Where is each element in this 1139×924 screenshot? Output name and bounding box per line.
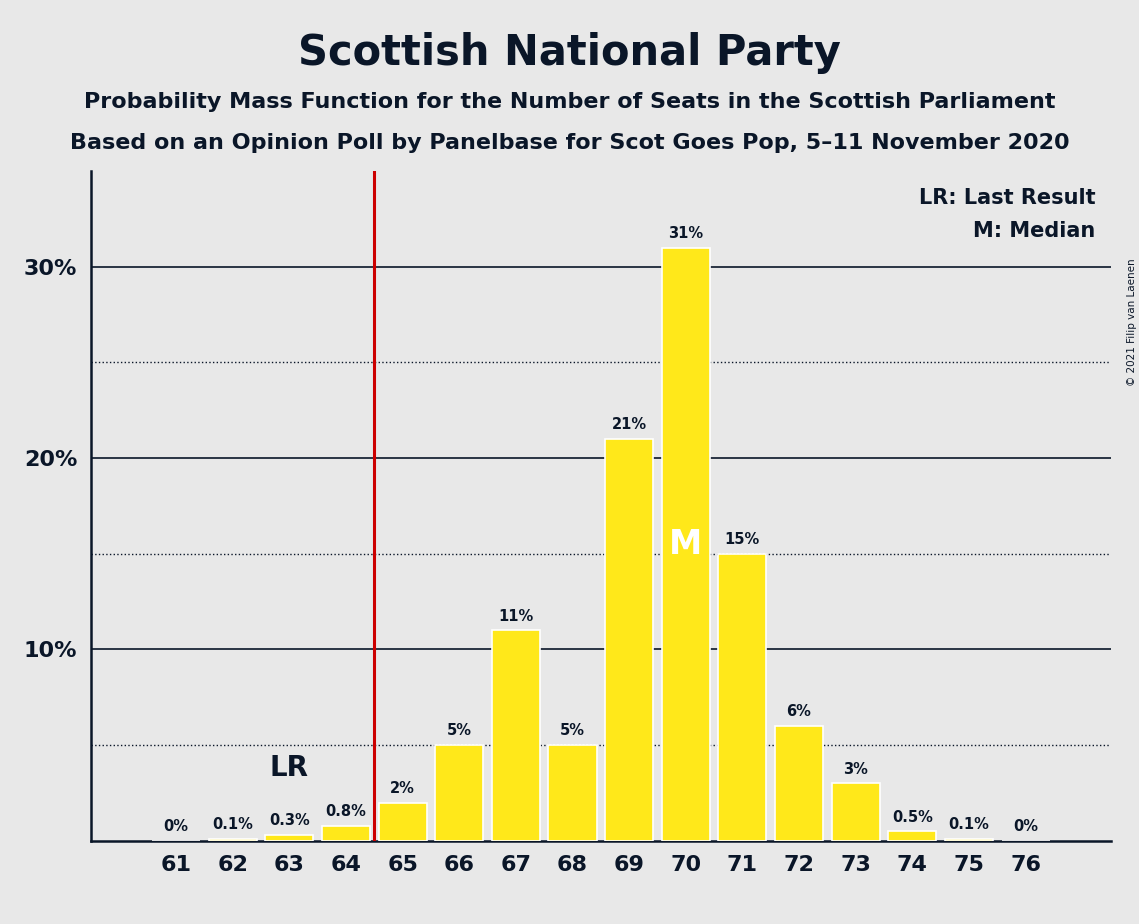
- Text: 11%: 11%: [498, 609, 533, 624]
- Bar: [888, 832, 936, 841]
- Text: 31%: 31%: [669, 225, 704, 241]
- Bar: [322, 825, 370, 841]
- Text: 0.5%: 0.5%: [892, 809, 933, 824]
- Text: LR: LR: [270, 754, 309, 782]
- Bar: [831, 784, 879, 841]
- Bar: [719, 553, 767, 841]
- Text: Probability Mass Function for the Number of Seats in the Scottish Parliament: Probability Mass Function for the Number…: [84, 92, 1055, 113]
- Text: 0%: 0%: [164, 820, 189, 834]
- Text: 21%: 21%: [612, 418, 647, 432]
- Bar: [435, 745, 483, 841]
- Text: M: Median: M: Median: [973, 221, 1096, 241]
- Bar: [945, 839, 993, 841]
- Text: 15%: 15%: [724, 532, 760, 547]
- Bar: [605, 439, 653, 841]
- Text: M: M: [669, 528, 703, 561]
- Text: 2%: 2%: [391, 781, 415, 796]
- Text: 0.1%: 0.1%: [949, 817, 990, 833]
- Bar: [265, 835, 313, 841]
- Text: 5%: 5%: [560, 723, 585, 738]
- Text: Based on an Opinion Poll by Panelbase for Scot Goes Pop, 5–11 November 2020: Based on an Opinion Poll by Panelbase fo…: [69, 133, 1070, 153]
- Text: 3%: 3%: [843, 761, 868, 777]
- Text: Scottish National Party: Scottish National Party: [298, 32, 841, 74]
- Bar: [378, 803, 427, 841]
- Text: 6%: 6%: [787, 704, 811, 719]
- Text: 0.3%: 0.3%: [269, 813, 310, 829]
- Text: LR: Last Result: LR: Last Result: [919, 188, 1096, 208]
- Bar: [775, 726, 823, 841]
- Bar: [662, 248, 710, 841]
- Text: 5%: 5%: [446, 723, 472, 738]
- Text: 0.8%: 0.8%: [326, 804, 367, 819]
- Bar: [208, 839, 256, 841]
- Bar: [492, 630, 540, 841]
- Bar: [549, 745, 597, 841]
- Text: 0.1%: 0.1%: [212, 817, 253, 833]
- Text: 0%: 0%: [1013, 820, 1038, 834]
- Text: © 2021 Filip van Laenen: © 2021 Filip van Laenen: [1126, 259, 1137, 386]
